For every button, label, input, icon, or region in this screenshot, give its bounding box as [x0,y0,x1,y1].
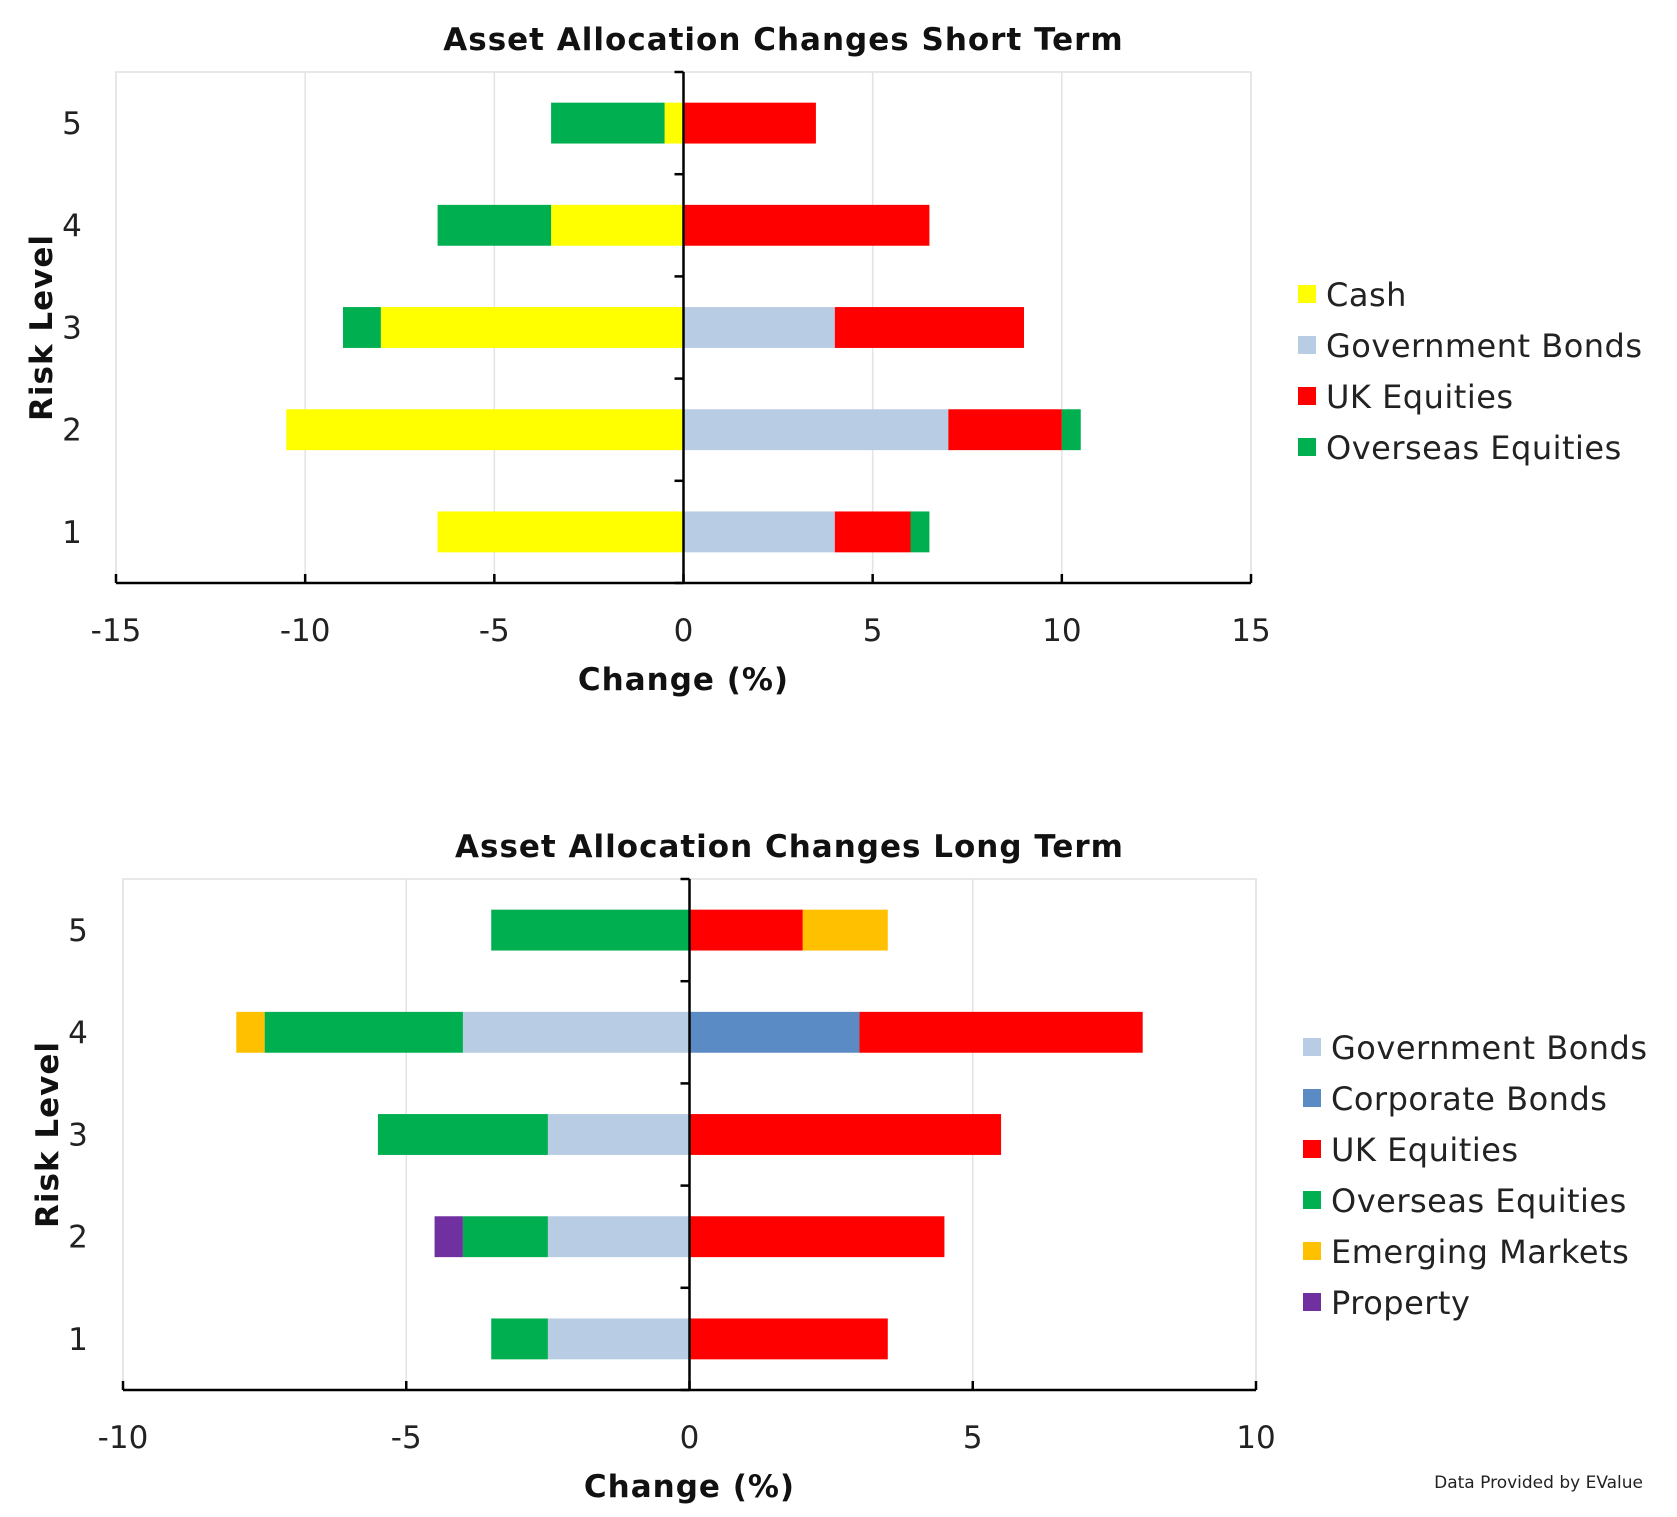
legend-label-property: Property [1331,1284,1470,1322]
legend-swatch-government-bonds [1298,336,1316,354]
bar-uk-equities-level-3 [689,1114,1002,1155]
bar-overseas-equities-level-5 [551,102,665,144]
bar-government-bonds-level-1 [547,1318,690,1360]
y-category-label: 5 [62,106,82,142]
data-credit: Data Provided by EValue [1434,1473,1643,1493]
legend-swatch-emerging-markets [1303,1242,1321,1260]
bar-property-level-2 [434,1216,463,1258]
y-category-label: 4 [62,208,82,244]
y-category-label: 3 [68,1118,88,1154]
y-category-label: 1 [68,1322,88,1358]
x-tick-label: 10 [1236,1420,1275,1456]
legend-label-government-bonds: Government Bonds [1331,1029,1648,1067]
bar-uk-equities-level-5 [689,909,803,951]
chart-title: Asset Allocation Changes Long Term [455,829,1124,865]
x-tick-label: 5 [863,613,883,649]
x-tick-label: -5 [391,1420,422,1456]
y-category-label: 4 [68,1015,88,1051]
legend-label-corporate-bonds: Corporate Bonds [1331,1080,1607,1118]
x-axis-label: Change (%) [584,1469,795,1505]
bar-government-bonds-level-2 [683,409,949,451]
y-category-label: 5 [68,913,88,949]
legend-swatch-uk-equities [1303,1140,1321,1158]
legend-swatch-property [1303,1293,1321,1311]
bar-cash-level-4 [551,204,684,246]
legend-label-overseas-equities: Overseas Equities [1326,429,1622,467]
bar-government-bonds-level-2 [547,1216,690,1258]
legend-label-uk-equities: UK Equities [1331,1131,1519,1169]
y-axis-label: Risk Level [30,1041,66,1228]
bar-cash-level-3 [380,307,684,348]
legend-label-government-bonds: Government Bonds [1326,327,1643,365]
bar-overseas-equities-level-4 [437,204,552,246]
bar-uk-equities-level-4 [859,1011,1143,1053]
bar-uk-equities-level-4 [683,204,930,246]
x-tick-label: 0 [680,1420,700,1456]
legend-label-uk-equities: UK Equities [1326,378,1514,416]
legend-label-cash: Cash [1326,276,1407,314]
bar-government-bonds-level-4 [462,1011,690,1053]
bar-corporate-bonds-level-4 [689,1011,860,1053]
legend-swatch-overseas-equities [1303,1191,1321,1209]
bar-uk-equities-level-2 [689,1216,945,1258]
x-tick-label: -15 [91,613,142,649]
y-category-label: 2 [68,1220,88,1256]
bar-overseas-equities-level-2 [1061,409,1081,451]
bar-overseas-equities-level-2 [462,1216,548,1258]
bar-uk-equities-level-1 [689,1318,888,1360]
x-axis-label: Change (%) [578,662,789,698]
x-tick-label: -10 [98,1420,149,1456]
bar-uk-equities-level-5 [683,102,816,144]
legend-swatch-overseas-equities [1298,438,1316,456]
legend-label-overseas-equities: Overseas Equities [1331,1182,1627,1220]
legend-swatch-uk-equities [1298,387,1316,405]
x-tick-label: 5 [963,1420,983,1456]
y-category-label: 1 [62,515,82,551]
chart-title: Asset Allocation Changes Short Term [443,22,1123,58]
bar-overseas-equities-level-3 [377,1114,548,1155]
y-category-label: 3 [62,311,82,347]
bar-emerging-markets-level-4 [236,1011,265,1053]
bar-uk-equities-level-2 [948,409,1062,451]
bar-government-bonds-level-3 [547,1114,690,1155]
x-tick-label: 10 [1042,613,1081,649]
bar-overseas-equities-level-3 [343,307,381,348]
legend-label-emerging-markets: Emerging Markets [1331,1233,1629,1271]
y-axis-label: Risk Level [24,234,60,421]
bar-overseas-equities-level-4 [264,1011,463,1053]
x-tick-label: -10 [280,613,331,649]
x-tick-label: 15 [1231,613,1270,649]
bar-overseas-equities-level-1 [910,511,930,553]
bar-government-bonds-level-3 [683,307,835,348]
bar-cash-level-2 [286,409,684,451]
legend-swatch-corporate-bonds [1303,1089,1321,1107]
bar-uk-equities-level-1 [834,511,911,553]
bar-overseas-equities-level-5 [491,909,690,951]
bar-government-bonds-level-1 [683,511,835,553]
long-term-chart: -10 -5 0 5 10 1 2 3 4 5 Asset Allocation Changes L… [30,829,1648,1505]
bar-emerging-markets-level-5 [802,909,888,951]
x-tick-label: -5 [479,613,510,649]
bar-cash-level-5 [664,102,684,144]
short-term-chart: -15 -10 -5 0 5 10 15 1 2 3 4 5 Asset Allocation Chan… [24,22,1643,698]
x-tick-label: 0 [674,613,694,649]
bar-overseas-equities-level-1 [491,1318,548,1360]
y-category-label: 2 [62,413,82,449]
bar-uk-equities-level-3 [834,307,1024,348]
legend-swatch-cash [1298,285,1316,303]
bar-cash-level-1 [437,511,684,553]
legend-swatch-government-bonds [1303,1038,1321,1056]
